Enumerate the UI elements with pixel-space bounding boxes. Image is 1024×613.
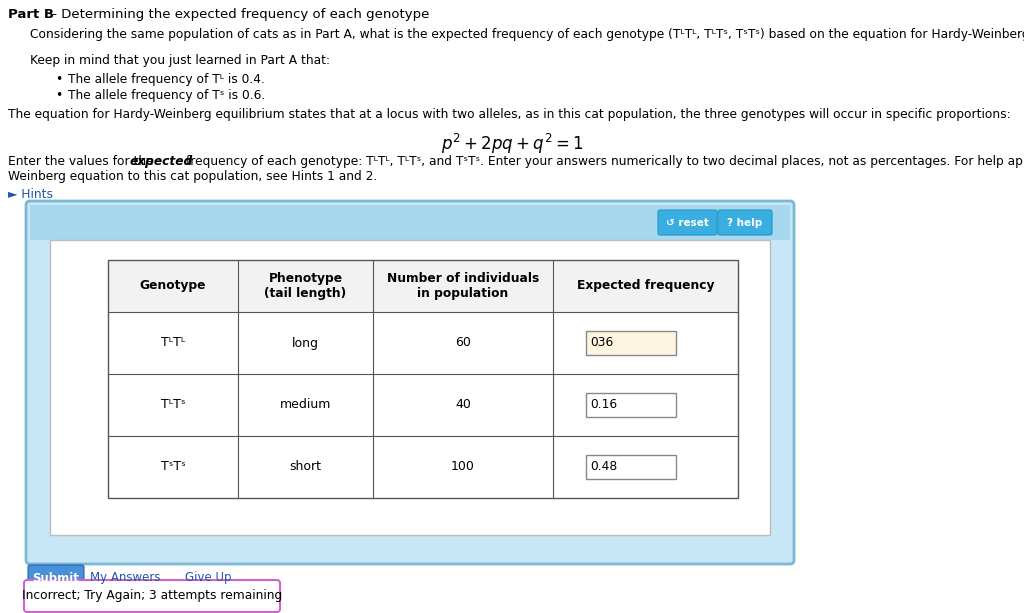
Text: TᴸTˢ: TᴸTˢ (161, 398, 185, 411)
FancyBboxPatch shape (28, 565, 84, 591)
Text: 100: 100 (451, 460, 475, 473)
Text: 0.48: 0.48 (591, 460, 617, 473)
Text: Give Up: Give Up (185, 571, 231, 585)
Text: Submit: Submit (33, 571, 80, 585)
Text: ? help: ? help (727, 218, 763, 227)
Bar (586, 393, 676, 417)
Text: The equation for Hardy-Weinberg equilibrium states that at a locus with two alle: The equation for Hardy-Weinberg equilibr… (8, 108, 1011, 121)
Text: Expected frequency: Expected frequency (577, 280, 715, 292)
Text: ► Hints: ► Hints (8, 188, 53, 201)
Text: 036: 036 (591, 337, 613, 349)
Bar (586, 455, 676, 479)
Bar (108, 260, 738, 498)
Text: Incorrect; Try Again; 3 attempts remaining: Incorrect; Try Again; 3 attempts remaini… (22, 590, 283, 603)
Text: Keep in mind that you just learned in Part A that:: Keep in mind that you just learned in Pa… (30, 54, 330, 67)
Text: •: • (55, 89, 62, 102)
Text: The allele frequency of Tˢ is 0.6.: The allele frequency of Tˢ is 0.6. (68, 89, 265, 102)
Text: 0.16: 0.16 (591, 398, 617, 411)
Text: The allele frequency of Tᴸ is 0.4.: The allele frequency of Tᴸ is 0.4. (68, 73, 265, 86)
Text: My Answers: My Answers (90, 571, 161, 585)
Text: Considering the same population of cats as in Part A, what is the expected frequ: Considering the same population of cats … (30, 28, 1024, 41)
Text: $p^2 + 2pq + q^2 = 1$: $p^2 + 2pq + q^2 = 1$ (440, 132, 584, 156)
Text: Phenotype
(tail length): Phenotype (tail length) (264, 272, 346, 300)
Text: TᴸTᴸ: TᴸTᴸ (161, 337, 185, 349)
Bar (586, 331, 676, 355)
Text: Enter the values for the: Enter the values for the (8, 155, 158, 168)
Bar (50, 240, 770, 535)
Text: ↺ reset: ↺ reset (666, 218, 709, 227)
Text: •: • (55, 73, 62, 86)
Text: - Determining the expected frequency of each genotype: - Determining the expected frequency of … (48, 8, 429, 21)
Text: expected: expected (130, 155, 194, 168)
Text: 40: 40 (455, 398, 471, 411)
Text: medium: medium (280, 398, 331, 411)
Text: Weinberg equation to this cat population, see Hints 1 and 2.: Weinberg equation to this cat population… (8, 170, 377, 183)
Bar (30, 205, 790, 240)
Text: TˢTˢ: TˢTˢ (161, 460, 185, 473)
Text: Genotype: Genotype (139, 280, 206, 292)
Text: Part B: Part B (8, 8, 54, 21)
Text: 60: 60 (455, 337, 471, 349)
Text: Number of individuals
in population: Number of individuals in population (387, 272, 539, 300)
FancyBboxPatch shape (24, 580, 280, 612)
Text: short: short (290, 460, 322, 473)
Text: long: long (292, 337, 319, 349)
FancyBboxPatch shape (658, 210, 717, 235)
Text: frequency of each genotype: TᴸTᴸ, TᴸTˢ, and TˢTˢ. Enter your answers numerically: frequency of each genotype: TᴸTᴸ, TᴸTˢ, … (182, 155, 1024, 168)
FancyBboxPatch shape (26, 201, 794, 564)
FancyBboxPatch shape (718, 210, 772, 235)
Bar (108, 260, 738, 312)
